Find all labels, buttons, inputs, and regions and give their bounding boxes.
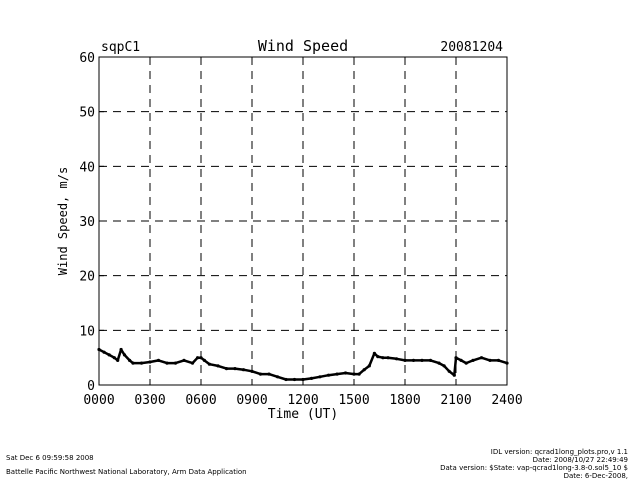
x-tick-label: 0600: [185, 393, 216, 408]
data-point: [335, 372, 339, 376]
data-point: [447, 369, 451, 373]
data-point: [437, 361, 441, 365]
data-point: [428, 358, 433, 362]
y-tick-label: 0: [87, 379, 95, 394]
data-point: [267, 372, 271, 376]
data-point: [471, 358, 475, 362]
data-point: [362, 368, 366, 372]
data-point: [326, 373, 331, 377]
chart-title: Wind Speed: [258, 37, 348, 55]
y-tick-label: 60: [79, 51, 95, 66]
x-tick-label: 0900: [236, 393, 267, 408]
data-point: [301, 377, 305, 382]
data-point: [372, 351, 376, 355]
data-point: [224, 367, 229, 371]
data-point: [112, 356, 116, 360]
data-point: [442, 364, 446, 368]
data-point: [394, 357, 399, 361]
data-point: [156, 358, 161, 362]
data-point: [275, 375, 280, 379]
x-tick-label: 2100: [440, 393, 471, 408]
footer-data-date: Date: 6-Dec-2008,: [563, 472, 628, 480]
data-point: [97, 347, 101, 352]
data-point: [454, 356, 458, 360]
data-point: [292, 377, 297, 382]
data-point: [309, 376, 314, 380]
data-point: [250, 369, 254, 373]
data-point: [190, 361, 195, 365]
data-point: [411, 358, 416, 362]
data-point: [367, 364, 371, 368]
y-axis-label: Wind Speed, m/s: [56, 167, 70, 275]
data-point: [376, 355, 380, 359]
x-tick-label: 1800: [389, 393, 420, 408]
x-axis-label: Time (UT): [268, 407, 338, 422]
data-point: [199, 356, 203, 360]
footer-data-version: Data version: $State: vap-qcrad1long-3.8…: [440, 464, 628, 472]
data-point: [207, 362, 212, 366]
data-point: [352, 372, 356, 376]
data-point: [452, 373, 456, 377]
data-point: [488, 358, 492, 362]
data-point: [505, 361, 509, 365]
data-point: [196, 356, 200, 360]
footer-organization: Battelle Pacific Northwest National Labo…: [6, 468, 247, 476]
data-point: [182, 358, 186, 362]
data-point: [459, 358, 463, 362]
data-point: [386, 356, 390, 360]
grid-lines: [99, 57, 507, 385]
x-tick-label: 1200: [287, 393, 318, 408]
data-point: [139, 361, 144, 365]
data-point: [420, 358, 424, 362]
x-tick-label: 0000: [83, 393, 114, 408]
data-point: [284, 377, 288, 382]
x-tick-labels: 0000 0300 0600 0900 1200 1500 1800 2100 2400: [83, 393, 522, 408]
x-tick-label: 2400: [491, 393, 522, 408]
data-point: [148, 360, 152, 364]
y-tick-label: 50: [79, 106, 95, 121]
y-tick-label: 30: [79, 215, 95, 230]
data-point: [241, 368, 246, 372]
data-point: [381, 356, 385, 360]
data-point: [258, 372, 263, 376]
y-tick-label: 20: [79, 270, 95, 285]
data-point: [131, 361, 135, 365]
axis-ticks: [98, 56, 508, 386]
series-group: [97, 347, 509, 382]
footer-script-date: Date: 2008/10/27 22:49:49: [532, 456, 628, 464]
data-point: [496, 358, 501, 362]
data-point: [343, 371, 348, 375]
data-point: [318, 375, 322, 379]
y-tick-labels: 0 10 20 30 40 50 60: [79, 51, 95, 394]
data-point: [479, 356, 484, 360]
data-point: [233, 367, 237, 371]
data-point: [216, 364, 220, 368]
data-point: [464, 361, 468, 365]
date-label: 20081204: [440, 40, 503, 55]
data-point: [102, 350, 106, 354]
data-point: [116, 358, 120, 362]
data-point: [202, 358, 206, 362]
footer-idl-version: IDL version: qcrad1long_plots.pro,v 1.1: [490, 448, 628, 456]
footer-timestamp: Sat Dec 6 09:59:58 2008: [6, 454, 94, 462]
data-point: [357, 372, 361, 376]
y-tick-label: 40: [79, 160, 95, 175]
data-point: [107, 353, 111, 357]
x-tick-label: 0300: [134, 393, 165, 408]
y-tick-label: 10: [79, 324, 95, 339]
data-point: [403, 358, 407, 362]
site-label: sqpC1: [101, 40, 140, 55]
data-point: [165, 361, 169, 365]
data-point: [119, 347, 123, 352]
data-point: [128, 358, 132, 362]
x-tick-label: 1500: [338, 393, 369, 408]
data-point: [122, 353, 127, 357]
data-point: [173, 361, 178, 365]
